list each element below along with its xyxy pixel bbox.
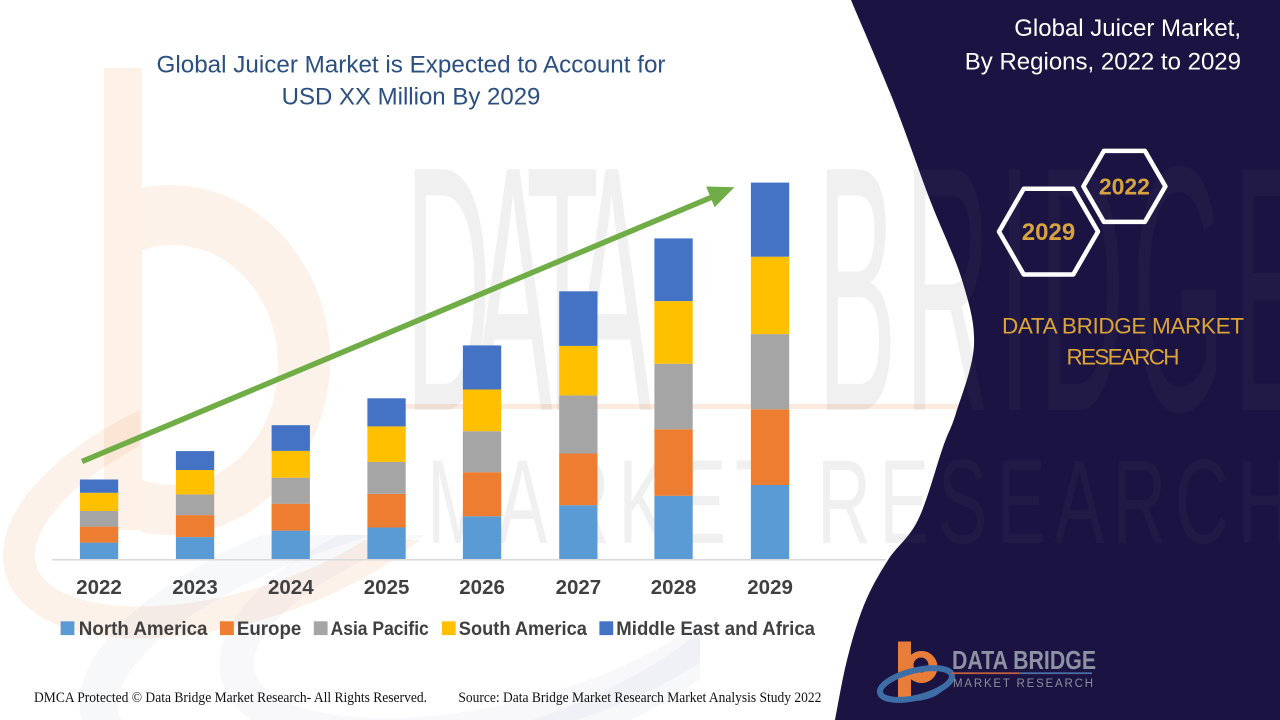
svg-text:Europe: Europe — [237, 618, 302, 640]
svg-text:2022: 2022 — [76, 576, 122, 599]
svg-text:North America: North America — [79, 618, 208, 640]
svg-text:Global Juicer Market,: Global Juicer Market, — [1014, 15, 1241, 42]
svg-text:RESEARCH: RESEARCH — [1067, 345, 1180, 370]
svg-text:Middle East and Africa: Middle East and Africa — [616, 618, 815, 640]
svg-text:2022: 2022 — [1099, 174, 1150, 200]
svg-text:Global Juicer Market is Expect: Global Juicer Market is Expected to Acco… — [157, 52, 666, 79]
svg-text:DATA BRIDGE MARKET: DATA BRIDGE MARKET — [1002, 314, 1244, 339]
svg-text:Source: Data Bridge Market Res: Source: Data Bridge Market Research Mark… — [458, 690, 821, 706]
svg-text:South America: South America — [459, 618, 587, 640]
svg-text:2025: 2025 — [364, 576, 410, 599]
svg-text:2023: 2023 — [172, 576, 218, 599]
svg-text:2029: 2029 — [1022, 219, 1075, 246]
svg-text:2024: 2024 — [268, 576, 314, 599]
svg-text:2028: 2028 — [651, 576, 697, 599]
svg-text:2029: 2029 — [747, 576, 793, 599]
svg-text:Asia Pacific: Asia Pacific — [331, 618, 429, 640]
svg-text:DATA: DATA — [405, 94, 652, 485]
svg-text:DMCA Protected © Data Bridge M: DMCA Protected © Data Bridge Market Rese… — [34, 690, 427, 706]
svg-text:2026: 2026 — [459, 576, 505, 599]
svg-text:By Regions, 2022 to 2029: By Regions, 2022 to 2029 — [965, 48, 1241, 75]
svg-text:DATA BRIDGE: DATA BRIDGE — [952, 646, 1096, 676]
svg-text:2027: 2027 — [556, 576, 602, 599]
svg-text:USD XX Million By 2029: USD XX Million By 2029 — [282, 84, 541, 111]
svg-text:MARKET RESEARCH: MARKET RESEARCH — [953, 678, 1095, 690]
